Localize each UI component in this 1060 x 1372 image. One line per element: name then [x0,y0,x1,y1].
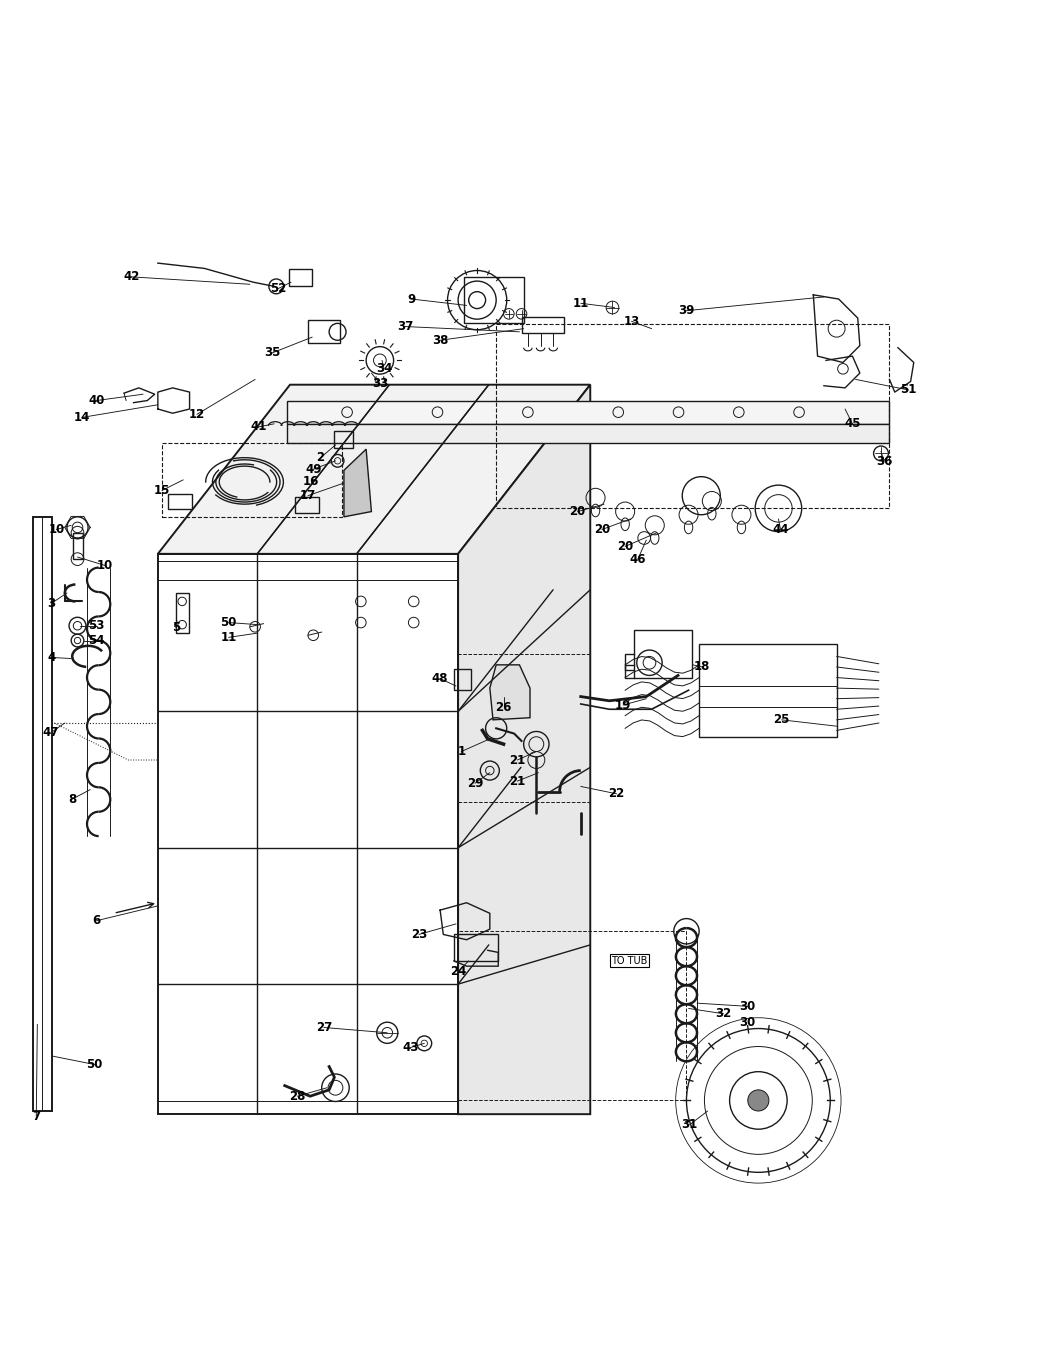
Text: 31: 31 [682,1118,697,1132]
Text: 47: 47 [42,726,59,740]
Text: 20: 20 [569,505,586,519]
Text: 28: 28 [289,1089,305,1103]
Text: TO TUB: TO TUB [612,956,648,966]
Text: 53: 53 [88,619,105,632]
Text: 6: 6 [92,914,101,927]
Bar [334,431,353,449]
Text: 26: 26 [495,701,512,713]
Text: 13: 13 [623,314,639,328]
Text: 54: 54 [88,634,105,648]
Text: 17: 17 [300,490,316,502]
Text: 8: 8 [68,793,76,805]
Text: 30: 30 [740,1000,756,1013]
Text: 34: 34 [376,362,392,376]
Text: 20: 20 [617,541,633,553]
Bar [454,934,498,960]
Bar [454,670,471,690]
Bar [308,320,339,343]
Text: 19: 19 [615,698,631,712]
Text: 9: 9 [407,292,416,306]
Text: 21: 21 [509,753,526,767]
Text: 30: 30 [740,1015,756,1029]
Text: 52: 52 [270,283,286,295]
Text: 40: 40 [88,394,105,407]
Polygon shape [343,449,371,517]
Bar [73,532,83,560]
Polygon shape [458,384,590,1114]
Text: 35: 35 [264,347,280,359]
Text: 42: 42 [123,270,140,284]
Text: 33: 33 [372,377,388,390]
Bar [169,494,192,509]
Text: 38: 38 [431,333,448,347]
Text: 1: 1 [457,745,465,759]
Text: 10: 10 [96,558,113,572]
Text: 23: 23 [411,927,427,941]
Text: 11: 11 [220,631,236,643]
Text: 21: 21 [509,775,526,788]
Text: 7: 7 [32,1110,40,1122]
Text: 15: 15 [154,484,171,497]
Text: 20: 20 [594,523,609,536]
Text: 46: 46 [630,553,647,565]
Text: 24: 24 [449,965,466,978]
Text: 4: 4 [47,650,55,664]
Text: 43: 43 [403,1041,419,1054]
Text: 39: 39 [678,305,694,317]
Text: 49: 49 [305,462,321,476]
Polygon shape [158,384,590,554]
Bar [289,269,313,287]
Text: 11: 11 [572,296,589,310]
Text: 14: 14 [73,412,90,424]
Polygon shape [490,665,530,720]
Text: 48: 48 [431,672,448,685]
Text: 5: 5 [172,622,180,634]
Text: 27: 27 [316,1021,332,1034]
Polygon shape [287,424,889,443]
Text: 45: 45 [844,417,861,431]
Text: 44: 44 [773,523,789,536]
Text: 50: 50 [220,616,236,630]
Bar [522,317,564,333]
Text: 37: 37 [398,320,413,333]
Bar [176,593,189,632]
Polygon shape [158,554,458,1114]
Text: 29: 29 [466,777,483,790]
Text: 12: 12 [189,407,205,421]
Polygon shape [287,401,889,424]
Text: 25: 25 [774,713,790,726]
Text: 51: 51 [900,384,917,397]
Text: 3: 3 [47,597,55,611]
Bar [33,517,52,1111]
Text: 2: 2 [317,451,324,464]
Bar [700,643,836,737]
Text: 10: 10 [49,523,65,536]
Bar [634,630,692,678]
Bar [296,497,319,513]
Text: 41: 41 [250,420,266,434]
Text: 18: 18 [694,660,710,674]
Text: 22: 22 [608,788,624,800]
Text: 50: 50 [86,1058,103,1072]
Text: 36: 36 [876,456,893,468]
Bar [464,277,524,324]
Text: 32: 32 [716,1007,731,1021]
Text: 16: 16 [303,476,319,488]
Circle shape [747,1089,768,1111]
